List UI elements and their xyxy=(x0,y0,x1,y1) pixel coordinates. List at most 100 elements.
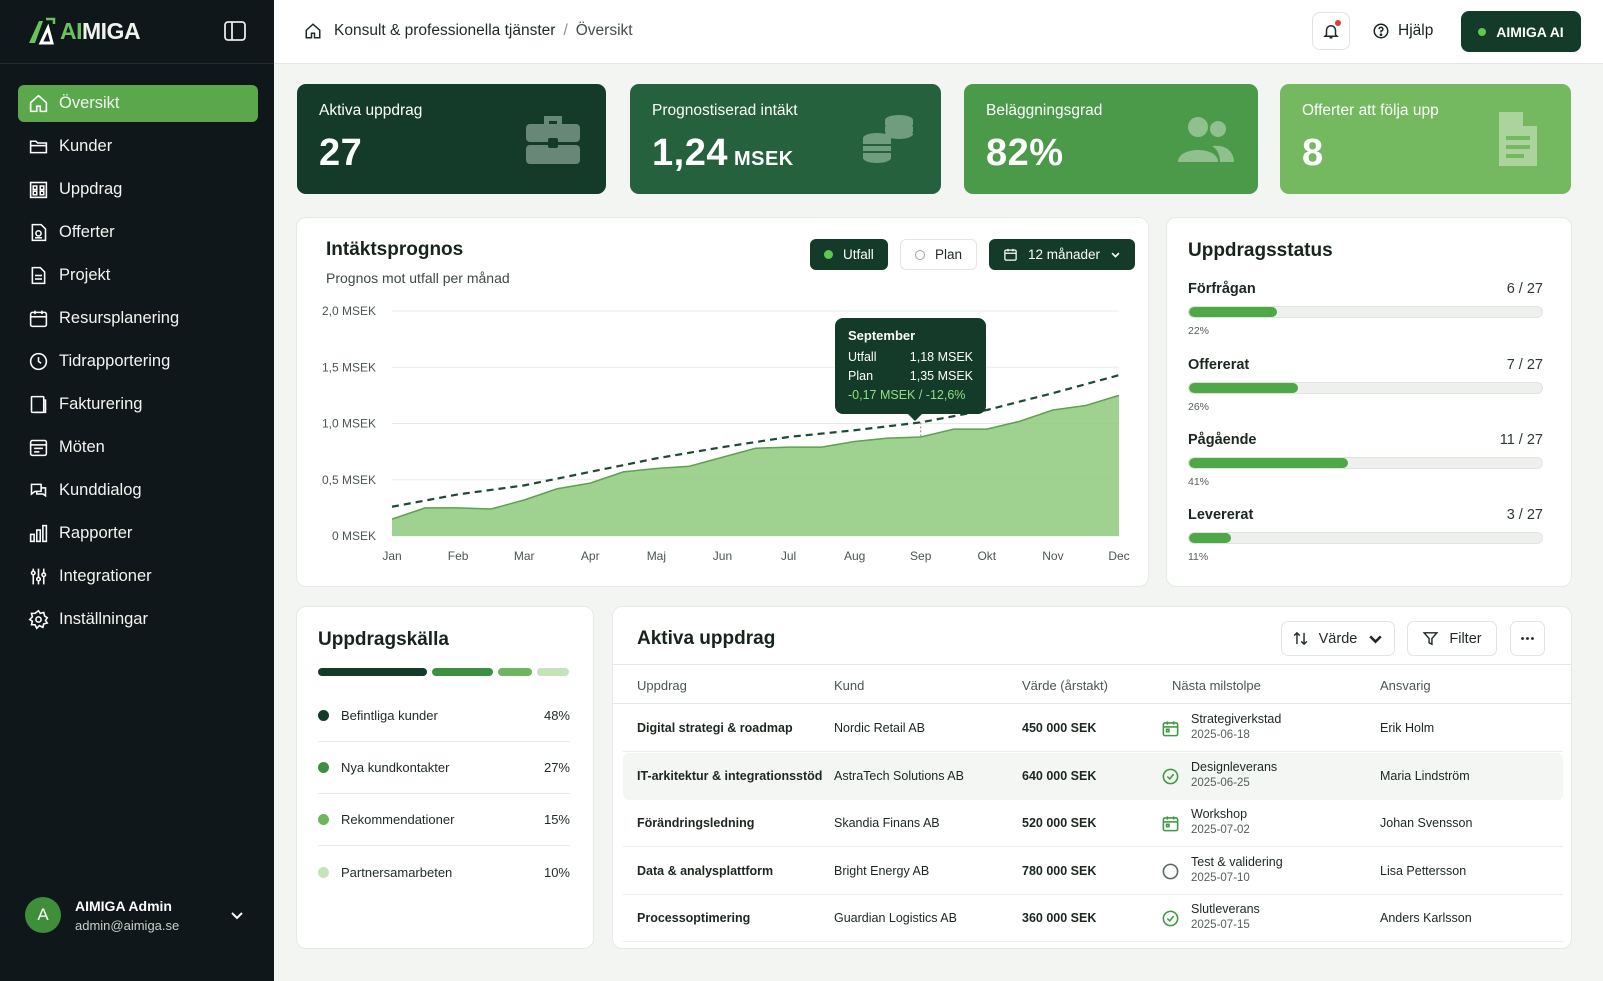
list-item[interactable]: Befintliga kunder 48% xyxy=(318,690,570,742)
tooltip-month: September xyxy=(848,328,916,343)
more-options-button[interactable] xyxy=(1510,621,1545,656)
sidebar-item-oversikt[interactable]: Översikt xyxy=(18,85,258,122)
tooltip-diff: -0,17 MSEK / -12,6% xyxy=(848,388,966,402)
brand-logo[interactable]: AIMIGA xyxy=(26,16,141,46)
sidebar-item-kunder[interactable]: Kunder xyxy=(18,128,258,165)
legend-toggle-actual[interactable]: Utfall xyxy=(810,239,888,270)
source-label: Nya kundkontakter xyxy=(341,760,450,775)
filter-button[interactable]: Filter xyxy=(1407,621,1497,656)
assignment-name: IT-arkitektur & integrationsstöd xyxy=(637,768,823,783)
table-row[interactable]: Förändringsledning Skandia Finans AB 520 0… xyxy=(623,800,1563,847)
sidebar-item-label: Tidrapportering xyxy=(59,352,171,370)
status-item[interactable]: Levererat 3 / 27 11% xyxy=(1188,507,1543,563)
period-select[interactable]: 12 månader xyxy=(989,239,1136,270)
user-menu[interactable]: A AIMIGA Admin admin@aimiga.se xyxy=(25,897,255,933)
column-header[interactable]: Kund xyxy=(834,678,865,693)
table-row[interactable]: Processoptimering Guardian Logistics AB 36… xyxy=(623,895,1563,942)
list-item[interactable]: Rekommendationer 15% xyxy=(318,794,570,846)
sidebar-toggle-icon[interactable] xyxy=(224,21,246,41)
series-line-plan[interactable] xyxy=(391,374,1120,508)
series-area-utfall[interactable] xyxy=(392,395,1119,536)
sidebar-item-resursplanering[interactable]: Resursplanering xyxy=(18,300,258,337)
users-icon xyxy=(1178,117,1234,162)
legend-dot xyxy=(915,249,925,260)
status-item[interactable]: Offererat 7 / 27 26% xyxy=(1188,357,1543,413)
column-header[interactable]: Uppdrag xyxy=(637,678,687,693)
sidebar-item-offerter[interactable]: Offerter xyxy=(18,214,258,251)
help-button[interactable]: Hjälp xyxy=(1372,22,1433,40)
source-bar-segment xyxy=(432,668,493,676)
sidebar-item-moten[interactable]: Möten xyxy=(18,429,258,466)
sidebar-item-uppdrag[interactable]: Uppdrag xyxy=(18,171,258,208)
assignment-value: 360 000 SEK xyxy=(1022,911,1097,925)
status-percent: 26% xyxy=(1188,401,1210,413)
list-item[interactable]: Partnersamarbeten 10% xyxy=(318,846,570,898)
status-dot xyxy=(1478,27,1487,36)
chevron-down-icon xyxy=(1369,635,1383,644)
folder-icon xyxy=(29,140,48,154)
sort-button[interactable]: Värde xyxy=(1281,621,1395,656)
status-item[interactable]: Pågående 11 / 27 41% xyxy=(1188,432,1543,488)
milestone-title: Strategiverkstad xyxy=(1191,712,1282,726)
y-tick-label: 1,5 MSEK xyxy=(322,360,376,374)
progress-track xyxy=(1188,457,1543,469)
kpi-quotes-followup[interactable]: Offerter att följa upp 8 xyxy=(1280,84,1571,194)
breadcrumb-current: Översikt xyxy=(575,22,633,39)
status-count: 7 / 27 xyxy=(1506,357,1543,373)
active-assignments-panel: Aktiva uppdrag Värde Filter Uppdrag Kund… xyxy=(612,606,1572,949)
source-percent: 27% xyxy=(543,760,570,775)
sidebar-item-rapporter[interactable]: Rapporter xyxy=(18,515,258,552)
home-icon[interactable] xyxy=(304,22,322,40)
assignment-value: 780 000 SEK xyxy=(1022,863,1097,878)
legend-dot xyxy=(318,710,329,721)
assignment-value: 520 000 SEK xyxy=(1022,816,1097,830)
x-tick-label: Jan xyxy=(382,549,401,563)
sort-icon xyxy=(1293,631,1308,646)
milestone: Workshop 2025-07-02 xyxy=(1191,807,1250,836)
chevron-down-icon[interactable] xyxy=(229,907,245,923)
sidebar-item-kunddialog[interactable]: Kunddialog xyxy=(18,472,258,509)
top-header: Konsult & professionella tjänster / Över… xyxy=(274,0,1603,64)
breadcrumb-item[interactable]: Konsult & professionella tjänster xyxy=(334,22,556,39)
sidebar-item-projekt[interactable]: Projekt xyxy=(18,257,258,294)
kpi-utilization[interactable]: Beläggningsgrad 82% xyxy=(964,84,1258,194)
kpi-value: 27 xyxy=(319,132,363,174)
sidebar-item-fakturering[interactable]: Fakturering xyxy=(18,386,258,423)
column-header[interactable]: Ansvarig xyxy=(1380,678,1431,693)
sidebar-item-tidrapportering[interactable]: Tidrapportering xyxy=(18,343,258,380)
table-row[interactable]: Digital strategi & roadmap Nordic Retail … xyxy=(623,705,1563,752)
status-item[interactable]: Förfrågan 6 / 27 22% xyxy=(1188,281,1543,337)
sidebar-item-integrationer[interactable]: Integrationer xyxy=(18,558,258,595)
invoice-icon xyxy=(30,395,47,414)
assignment-name: Processoptimering xyxy=(637,911,751,925)
chevron-down-icon xyxy=(1111,252,1120,258)
status-head: Förfrågan 6 / 27 xyxy=(1188,281,1543,297)
kpi-active-assignments[interactable]: Aktiva uppdrag 27 xyxy=(297,84,606,194)
x-tick-label: Nov xyxy=(1042,549,1063,563)
milestone-date: 2025-07-10 xyxy=(1191,871,1250,884)
breadcrumb-separator: / xyxy=(563,22,568,39)
chart-bars-icon xyxy=(29,524,48,543)
series-line-utfall xyxy=(391,394,1120,520)
legend-toggle-plan[interactable]: Plan xyxy=(900,239,978,270)
bell-icon xyxy=(1323,25,1339,39)
client-name: Bright Energy AB xyxy=(834,863,930,878)
notifications-button[interactable] xyxy=(1312,12,1350,50)
sidebar-item-installningar[interactable]: Inställningar xyxy=(18,601,258,638)
column-header[interactable]: Värde (årstakt) xyxy=(1022,678,1108,693)
user-name: AIMIGA Admin xyxy=(75,897,172,914)
aimiga-ai-button[interactable]: AIMIGA AI xyxy=(1461,11,1581,52)
source-bar-segment xyxy=(318,668,427,676)
legend-label: Utfall xyxy=(843,247,874,262)
kpi-forecast-revenue[interactable]: Prognostiserad intäkt 1,24 MSEK xyxy=(630,84,941,194)
column-header[interactable]: Nästa milstolpe xyxy=(1172,678,1261,693)
table-row[interactable]: Data & analysplattform Bright Energy AB 78… xyxy=(623,848,1563,895)
tooltip-row-plan: Plan 1,35 MSEK xyxy=(848,369,973,383)
table-row[interactable]: IT-arkitektur & integrationsstöd AstraTec… xyxy=(623,752,1563,800)
sidebar-item-label: Översikt xyxy=(59,94,120,112)
list-item[interactable]: Nya kundkontakter 27% xyxy=(318,742,570,794)
x-tick-label: Aug xyxy=(844,549,865,563)
calendar-icon xyxy=(1004,248,1017,261)
milestone-title: Workshop xyxy=(1191,807,1248,821)
legend-dot xyxy=(318,814,329,825)
